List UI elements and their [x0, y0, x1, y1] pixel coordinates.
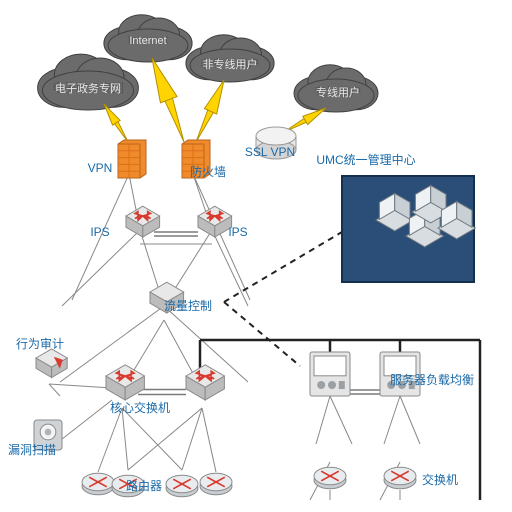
- firewall-icon: [118, 140, 146, 178]
- cloud-label: 专线用户: [316, 85, 360, 99]
- label: UMC统一管理中心: [316, 152, 415, 167]
- label: VPN: [88, 161, 113, 175]
- slb-1-icon: [310, 352, 350, 396]
- label: 流量控制: [164, 299, 212, 313]
- cloud-label: Internet: [129, 35, 166, 47]
- cloud-label: 电子政务专网: [55, 81, 121, 95]
- label: IPS: [228, 225, 247, 239]
- label: 防火墙: [190, 164, 226, 179]
- lightning-icon: [196, 80, 224, 142]
- sw-2-icon: [384, 467, 416, 489]
- router-4-icon: [200, 473, 232, 495]
- router-3-icon: [166, 475, 198, 497]
- label: 交换机: [422, 472, 458, 487]
- cloud-label: 非专线用户: [203, 57, 258, 71]
- sw-1-icon: [314, 467, 346, 489]
- label: 服务器负载均衡: [390, 372, 474, 387]
- ips-r-icon: [198, 206, 232, 237]
- lightning-icon: [152, 58, 184, 142]
- lightning-icon: [104, 104, 128, 142]
- label: 路由器: [126, 478, 162, 493]
- router-1-icon: [82, 473, 114, 495]
- label: SSL VPN: [245, 145, 295, 159]
- label: 行为审计: [16, 336, 64, 351]
- core-r-icon: [186, 365, 224, 400]
- label: 漏洞扫描: [8, 443, 56, 457]
- audit-icon: [36, 349, 67, 378]
- lightning-icon: [284, 108, 326, 132]
- label: 核心交换机: [110, 400, 170, 415]
- label: IPS: [90, 225, 109, 239]
